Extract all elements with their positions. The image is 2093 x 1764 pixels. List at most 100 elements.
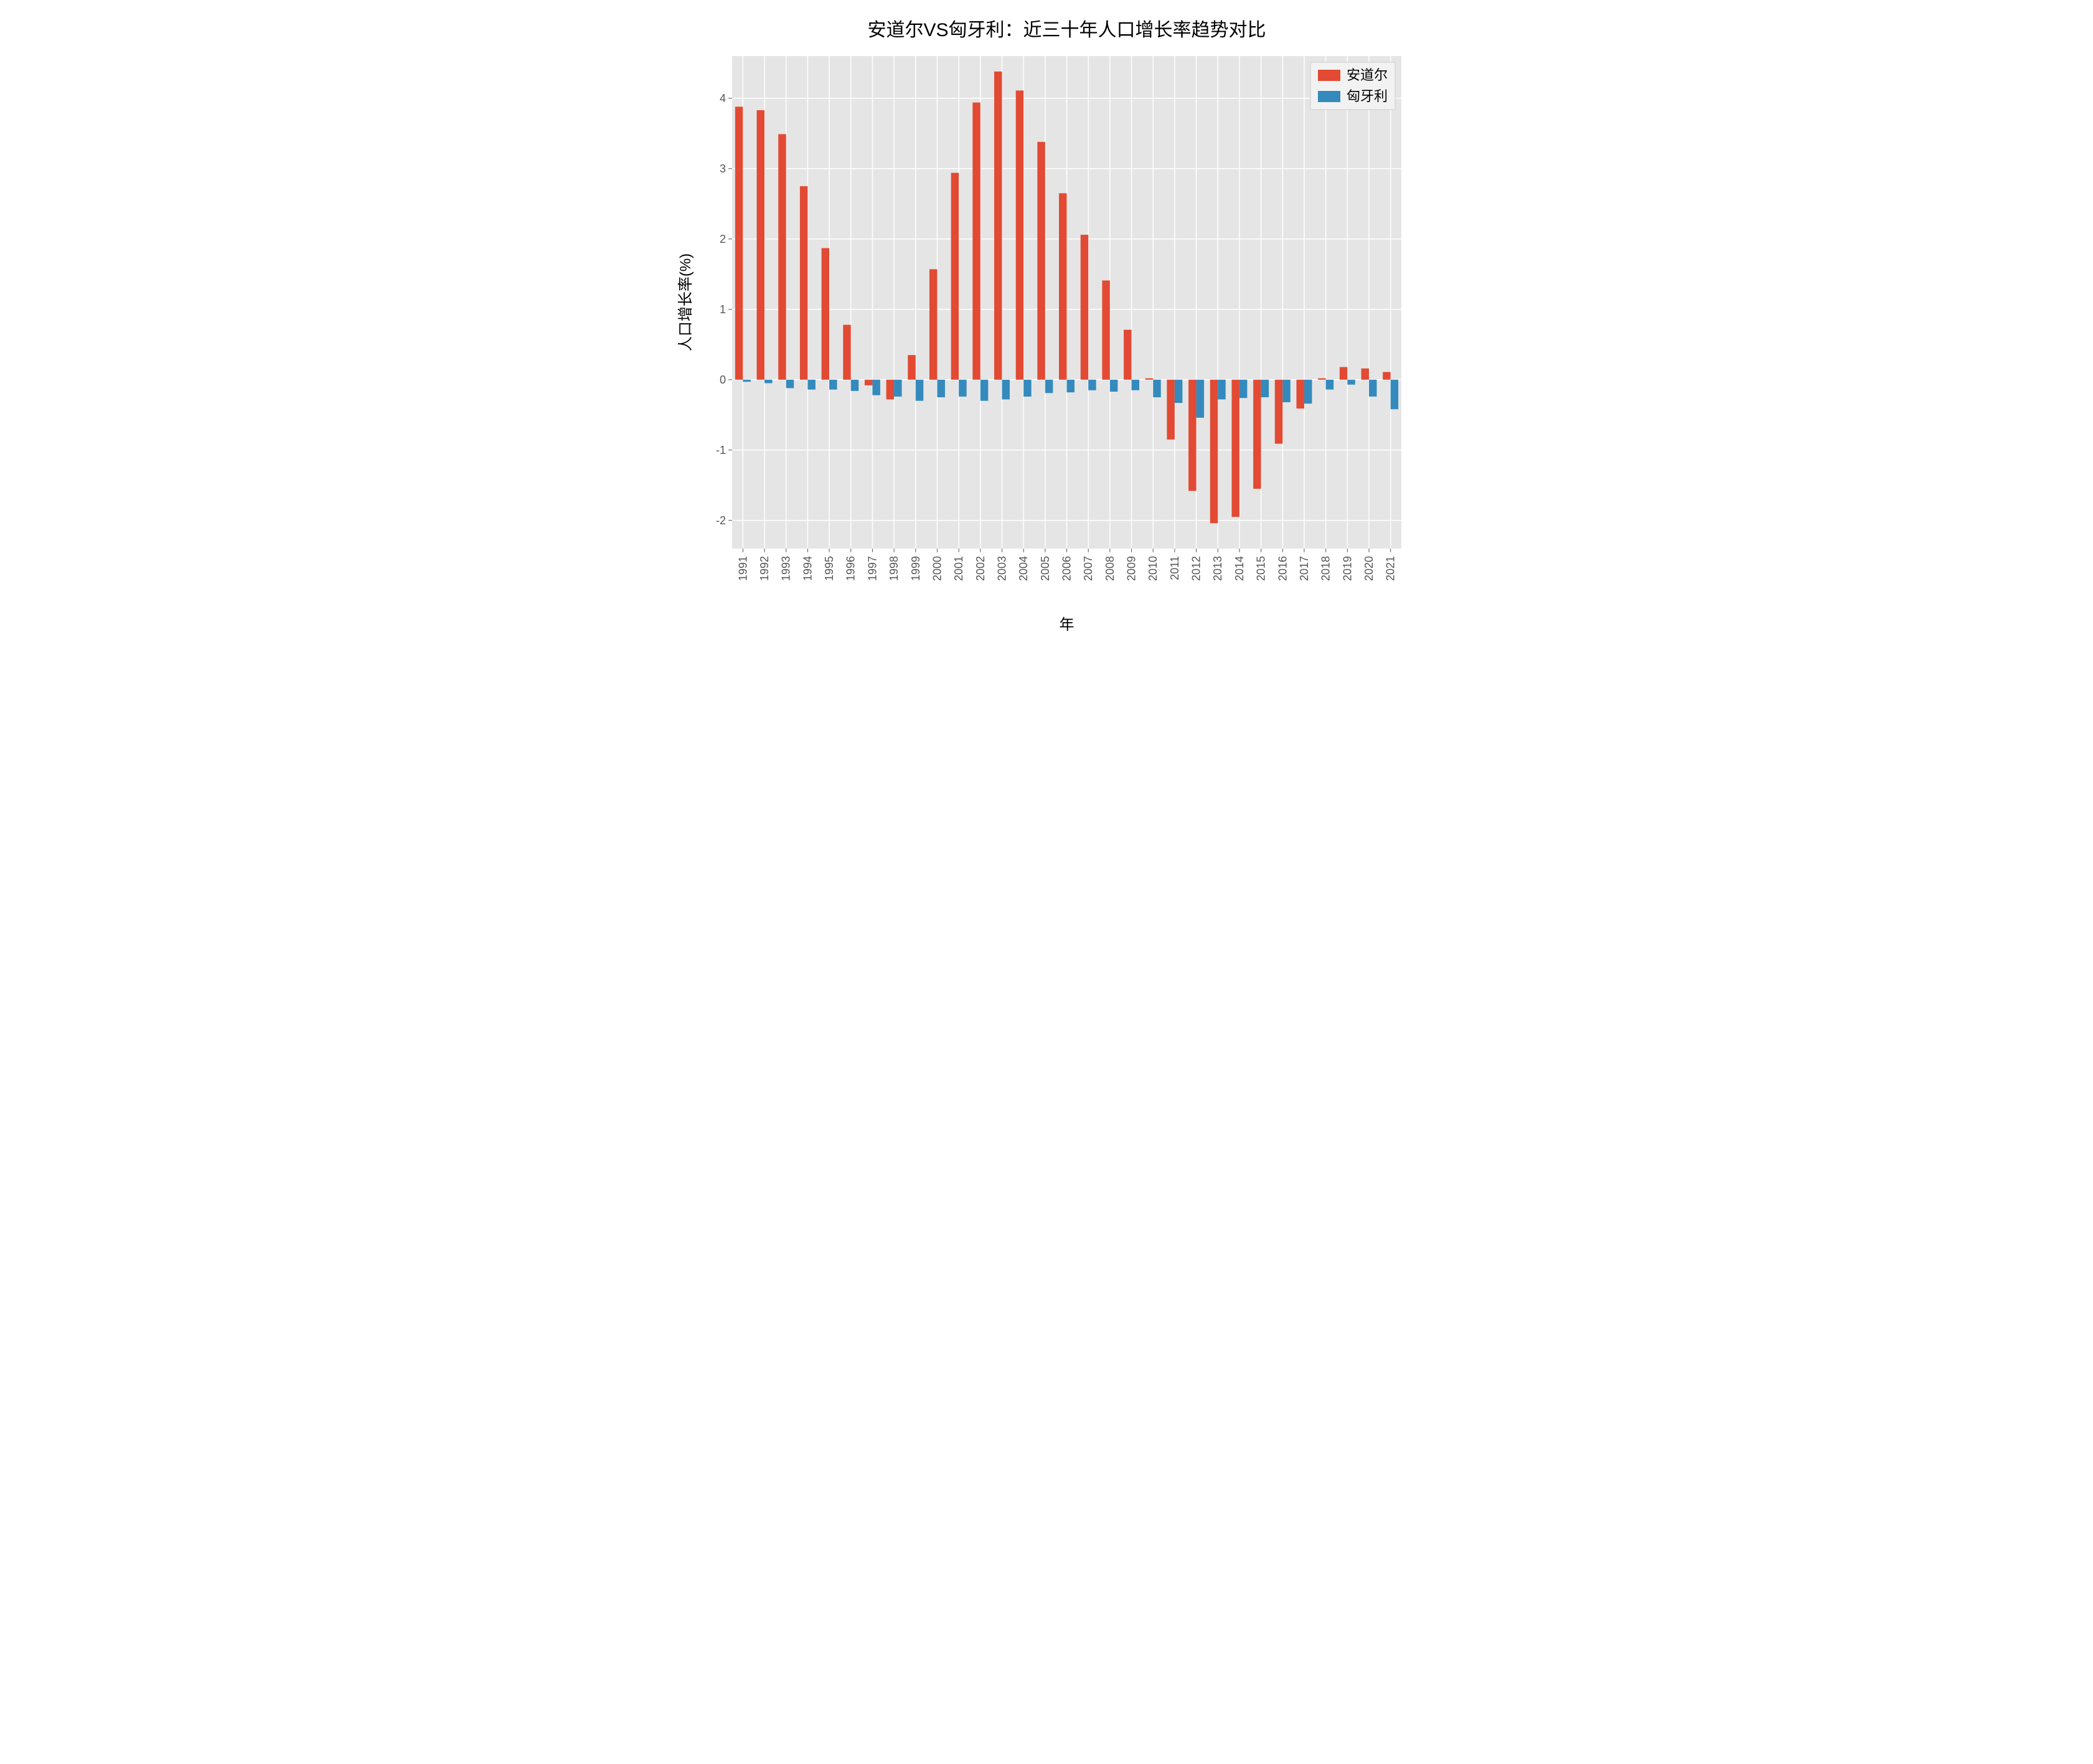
bar	[1145, 379, 1153, 380]
bar	[937, 380, 944, 397]
bar	[843, 325, 850, 380]
xtick-label: 2000	[931, 556, 943, 581]
bar	[1282, 380, 1290, 402]
bar	[1347, 380, 1355, 385]
legend-label: 匈牙利	[1347, 88, 1388, 104]
bar	[951, 173, 959, 380]
legend: 安道尔匈牙利	[1310, 62, 1395, 110]
bar	[778, 134, 786, 379]
xtick-label: 2009	[1126, 556, 1138, 581]
bar	[1067, 380, 1075, 392]
bar	[1261, 380, 1269, 397]
xtick-label: 1995	[823, 556, 835, 581]
legend-label: 安道尔	[1347, 67, 1388, 83]
bar	[757, 110, 764, 380]
xtick-label: 1996	[845, 556, 857, 581]
ytick-label: -2	[716, 514, 726, 527]
bar	[1059, 193, 1066, 379]
ytick-label: 1	[720, 303, 726, 316]
xtick-label: 2016	[1276, 556, 1289, 581]
xtick-label: 1998	[888, 556, 900, 581]
bar	[1340, 367, 1347, 379]
xtick-label: 2013	[1211, 556, 1224, 581]
xtick-label: 2007	[1082, 556, 1094, 581]
x-axis-label: 年	[1060, 616, 1075, 633]
bar	[1153, 380, 1160, 397]
bar	[1002, 380, 1009, 400]
bar	[865, 380, 872, 385]
xtick-label: 2004	[1017, 556, 1030, 581]
y-axis-label: 人口增长率(%)	[677, 253, 694, 351]
bar	[887, 380, 894, 400]
bar	[916, 380, 923, 401]
xtick-label: 2008	[1104, 556, 1116, 581]
bar	[1369, 380, 1376, 397]
bar	[1124, 330, 1131, 380]
bar	[1218, 380, 1225, 400]
bar	[1167, 380, 1174, 440]
bar	[894, 380, 901, 397]
bar	[1231, 380, 1239, 517]
legend-swatch	[1318, 70, 1340, 81]
bar	[1239, 380, 1247, 398]
bar	[822, 248, 829, 379]
bar	[1023, 380, 1031, 397]
bar	[1210, 380, 1218, 524]
xtick-label: 2014	[1233, 556, 1246, 581]
bar	[1110, 380, 1117, 392]
xtick-label: 2019	[1341, 556, 1353, 581]
xtick-label: 2011	[1169, 556, 1181, 580]
xtick-label: 2005	[1039, 556, 1051, 581]
xtick-label: 2012	[1190, 556, 1203, 581]
bar	[1296, 380, 1304, 408]
xtick-label: 2020	[1363, 556, 1375, 581]
legend-swatch	[1318, 91, 1340, 102]
bar	[1132, 380, 1139, 390]
bar	[929, 269, 937, 379]
bar	[872, 380, 880, 395]
xtick-label: 2018	[1320, 556, 1332, 581]
xtick-label: 2006	[1061, 556, 1073, 581]
chart-container: -2-1012341991199219931994199519961997199…	[673, 12, 1420, 642]
bar-chart: -2-1012341991199219931994199519961997199…	[673, 12, 1420, 642]
bar	[981, 380, 988, 401]
bar	[829, 380, 837, 390]
xtick-label: 2010	[1147, 556, 1159, 581]
bar	[994, 72, 1002, 380]
xtick-label: 2015	[1255, 556, 1268, 581]
bar	[1016, 90, 1023, 379]
bar	[1081, 235, 1088, 380]
bar	[1362, 369, 1369, 380]
ytick-label: -1	[716, 444, 726, 456]
xtick-label: 1992	[758, 556, 771, 581]
xtick-label: 1991	[736, 556, 749, 581]
chart-title: 安道尔VS匈牙利：近三十年人口增长率趋势对比	[867, 20, 1266, 40]
bar	[800, 186, 807, 380]
xtick-label: 1993	[780, 556, 793, 581]
bar	[1037, 142, 1045, 380]
bar	[1318, 379, 1325, 380]
bar	[959, 380, 966, 397]
bar	[1045, 380, 1053, 393]
bar	[764, 380, 772, 384]
ytick-label: 3	[720, 163, 726, 175]
bar	[1383, 372, 1390, 379]
xtick-label: 1999	[910, 556, 922, 581]
bar	[743, 380, 750, 382]
xtick-label: 1994	[801, 556, 814, 581]
xtick-label: 2002	[974, 556, 987, 581]
bar	[851, 380, 858, 391]
xtick-label: 2021	[1385, 556, 1397, 581]
bar	[1088, 380, 1096, 390]
bar	[786, 380, 794, 389]
bar	[1304, 380, 1312, 403]
ytick-label: 4	[720, 92, 726, 105]
bar	[1391, 380, 1398, 409]
bar	[908, 355, 915, 380]
bar	[1275, 380, 1282, 444]
xtick-label: 2003	[995, 556, 1008, 581]
bar	[735, 106, 743, 379]
ytick-label: 0	[720, 374, 726, 386]
ytick-label: 2	[720, 233, 726, 245]
xtick-label: 2001	[952, 556, 965, 581]
